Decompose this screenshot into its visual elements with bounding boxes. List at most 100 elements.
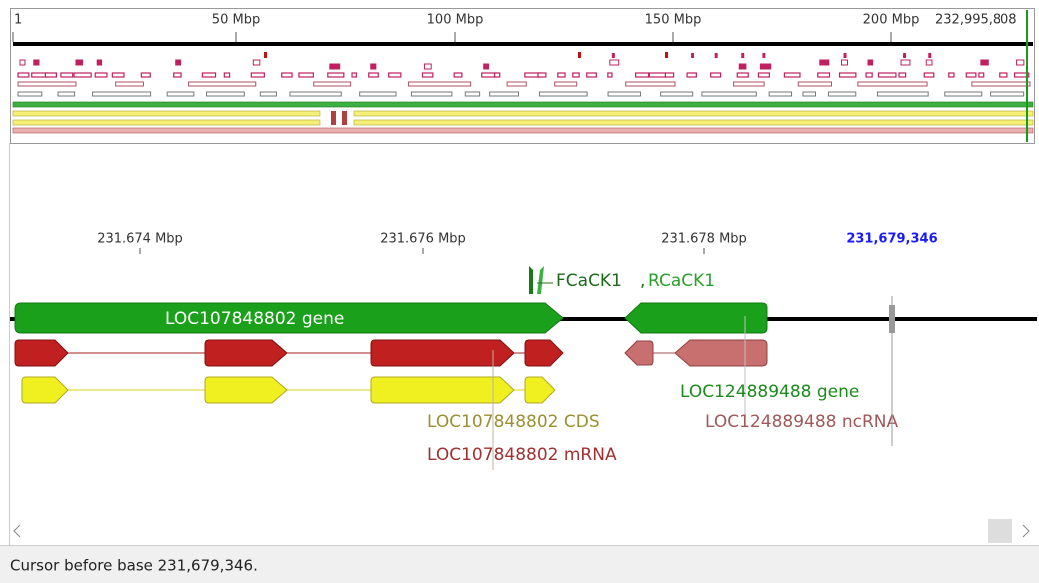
track-yellow (12, 119, 321, 126)
feature-mark (359, 91, 397, 97)
ruler-label: 200 Mbp (863, 13, 920, 28)
annotation-label: LOC107848802 mRNA (427, 445, 617, 465)
feature-mark (857, 81, 928, 87)
primer-mark (529, 266, 533, 294)
feature-mark (819, 59, 830, 66)
feature-mark (665, 52, 668, 58)
feature-mark (57, 91, 76, 97)
feature-mark (75, 59, 84, 66)
feature-mark (111, 72, 125, 78)
scroll-left[interactable] (13, 524, 21, 538)
primer-label: FCaCK1 (556, 271, 622, 291)
feature-mark (900, 59, 911, 66)
label-clip (1000, 10, 1034, 30)
feature-mark (188, 81, 257, 87)
feature-mark (928, 53, 932, 58)
sequence-bar (13, 42, 1033, 46)
feature-mark (586, 72, 597, 78)
feature-mark (733, 81, 765, 87)
feature-mark (714, 53, 718, 58)
feature-mark (877, 72, 897, 78)
scroll-right[interactable] (1022, 524, 1030, 538)
feature-mark (44, 72, 57, 78)
gene-label: LOC107848802 gene (165, 309, 344, 329)
feature-mark (578, 52, 581, 58)
feature-mark (999, 72, 1008, 78)
cds-segment (370, 376, 515, 404)
track-mark (331, 111, 336, 125)
feature-mark (898, 72, 907, 78)
feature-mark (453, 72, 463, 78)
track-yellow (353, 119, 1034, 126)
feature-mark (625, 81, 676, 87)
feature-mark (923, 72, 935, 78)
feature-mark (843, 53, 847, 58)
feature-mark (173, 72, 182, 78)
feature-mark (762, 53, 766, 58)
feature-mark (351, 72, 357, 78)
feature-mark (634, 72, 650, 78)
feature-mark (572, 72, 580, 78)
feature-mark (281, 72, 293, 78)
feature-mark (1016, 59, 1025, 66)
feature-mark (838, 72, 857, 78)
feature-mark (407, 81, 472, 87)
feature-mark (691, 53, 695, 58)
primer-mark (537, 266, 544, 294)
feature-mark (925, 59, 933, 66)
annotation-label: LOC124889488 ncRNA (705, 412, 899, 432)
feature-mark (206, 91, 245, 97)
feature-mark (736, 72, 749, 78)
feature-mark (554, 81, 578, 87)
feature-mark (201, 72, 217, 78)
feature-mark (464, 91, 481, 97)
overview-ticks (12, 32, 892, 42)
feature-mark (289, 91, 342, 97)
feature-mark (817, 72, 831, 78)
feature-mark (841, 59, 848, 66)
ruler-label: 231.674 Mbp (97, 232, 183, 247)
feature-mark (17, 72, 30, 78)
feature-mark (701, 91, 757, 97)
feature-mark (368, 72, 379, 78)
feature-mark (664, 72, 675, 78)
exon (204, 339, 288, 367)
feature-mark (175, 59, 182, 66)
ruler-label: 08 (1000, 13, 1017, 28)
feature-mark (738, 63, 747, 70)
feature-mark (421, 72, 434, 78)
exon (14, 339, 69, 367)
feature-mark (17, 81, 77, 87)
feature-mark (990, 91, 1025, 97)
gene-arrow (624, 302, 768, 334)
scroll-thumb[interactable] (988, 519, 1012, 543)
feature-mark (686, 72, 697, 78)
feature-mark (867, 59, 874, 66)
feature-mark (94, 72, 108, 78)
feature-mark (980, 59, 989, 66)
feature-mark (481, 72, 497, 78)
feature-mark (876, 91, 929, 97)
status-bar (0, 545, 1039, 583)
feature-mark (609, 59, 620, 66)
feature-mark (797, 81, 832, 87)
annotation-label: LOC124889488 gene (680, 382, 859, 402)
feature-mark (329, 63, 341, 70)
feature-mark (313, 81, 352, 87)
feature-mark (607, 91, 642, 97)
ruler-label: 231.676 Mbp (380, 232, 466, 247)
scrollbar[interactable] (10, 518, 1039, 544)
feature-mark (1013, 72, 1030, 78)
feature-mark (538, 91, 588, 97)
feature-mark (759, 63, 772, 70)
feature-mark (965, 72, 977, 78)
feature-mark (537, 72, 547, 78)
feature-mark (17, 91, 43, 97)
track-yellow (353, 110, 1034, 117)
track-green (12, 101, 1034, 108)
track-mark (342, 111, 347, 125)
feature-mark (60, 72, 74, 78)
feature-mark (971, 81, 1031, 87)
feature-mark (948, 72, 955, 78)
